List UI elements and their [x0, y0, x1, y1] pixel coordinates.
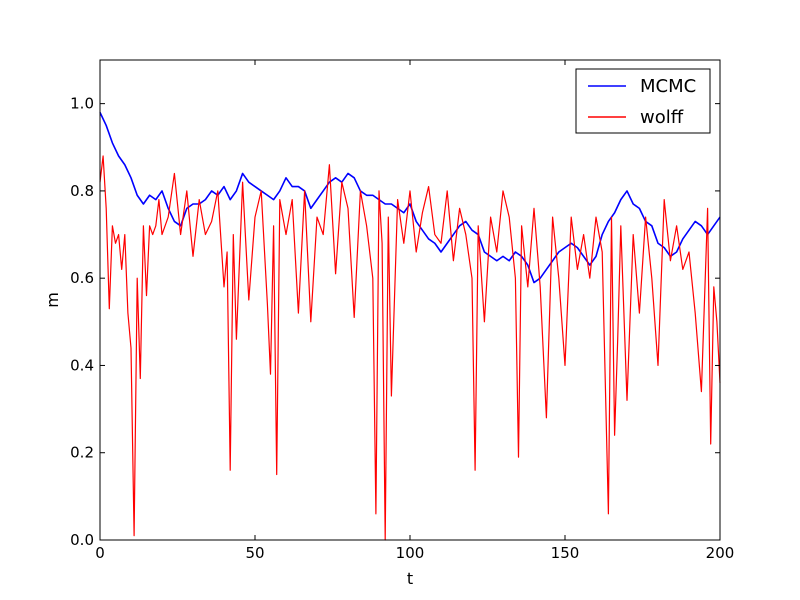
- y-axis-label: m: [43, 292, 62, 308]
- x-tick-label: 200: [706, 544, 735, 562]
- ticks-layer: 0 50 100 150 200 0.0 0.2 0.4 0.6 0.8 1.0: [70, 60, 734, 562]
- legend-box: [575, 68, 711, 134]
- y-tick-label: 0.0: [70, 531, 94, 549]
- x-tick-label: 50: [245, 544, 264, 562]
- series-line-mcmc: [99, 112, 721, 284]
- y-tick-label: 0.8: [70, 182, 94, 200]
- x-tick-label: 150: [551, 544, 580, 562]
- legend-label-wolff: wolff: [640, 107, 684, 128]
- x-tick-label: 0: [95, 544, 105, 562]
- y-tick-label: 0.4: [70, 356, 94, 374]
- y-tick-label: 0.6: [70, 269, 94, 287]
- legend: MCMC wolff: [575, 68, 711, 134]
- legend-label-mcmc: MCMC: [640, 76, 696, 97]
- series-line-wolff: [99, 155, 721, 541]
- y-tick-label: 0.2: [70, 444, 94, 462]
- x-axis-label: t: [407, 569, 413, 588]
- series-layer: [99, 112, 721, 541]
- y-tick-label: 1.0: [70, 95, 94, 113]
- x-tick-label: 100: [396, 544, 425, 562]
